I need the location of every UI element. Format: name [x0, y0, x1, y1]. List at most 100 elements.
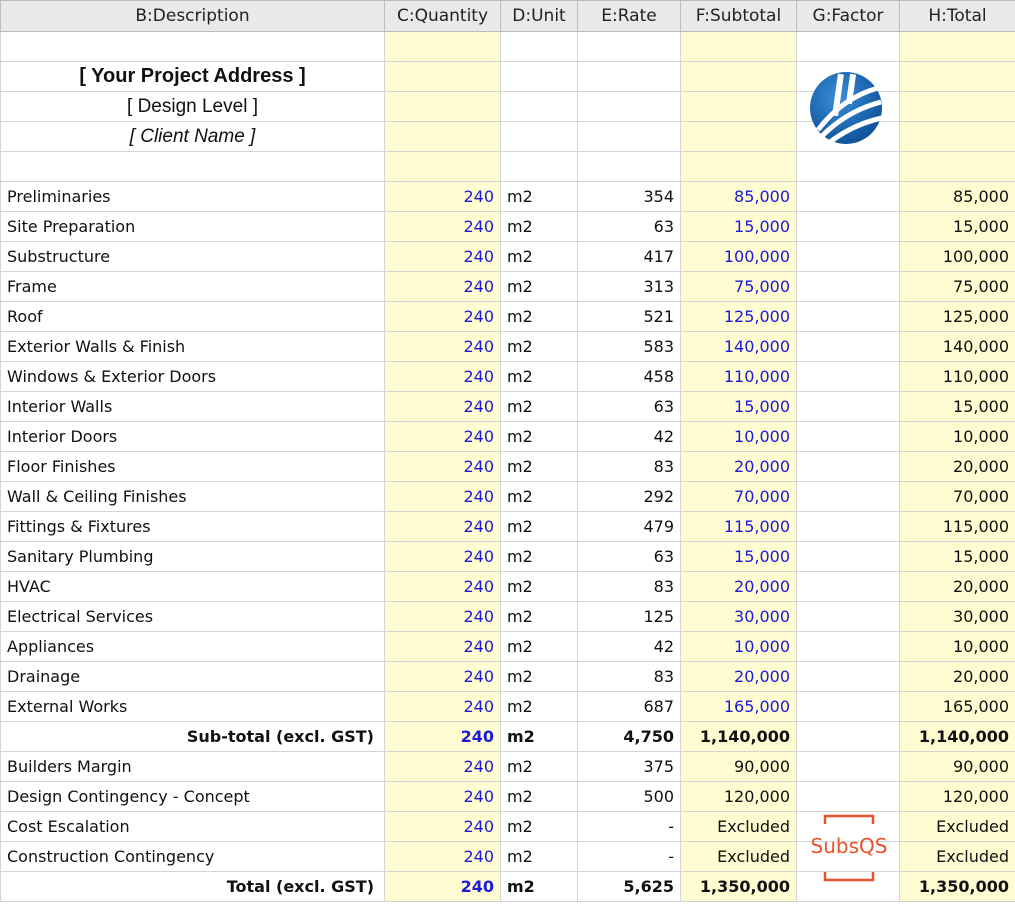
subtotal-cell[interactable]: 15,000	[680, 211, 797, 242]
column-header[interactable]: E:Rate	[577, 0, 681, 32]
quantity-cell[interactable]: 240	[384, 271, 501, 302]
quantity-cell[interactable]: 240	[384, 871, 501, 902]
quantity-cell[interactable]: 240	[384, 451, 501, 482]
cell[interactable]	[680, 31, 797, 62]
factor-cell[interactable]	[796, 481, 900, 512]
rate-cell[interactable]: 583	[577, 331, 681, 362]
rate-cell[interactable]: 83	[577, 451, 681, 482]
factor-cell[interactable]	[796, 721, 900, 752]
description-cell[interactable]: Interior Doors	[0, 421, 385, 452]
subtotal-cell[interactable]: Excluded	[680, 841, 797, 872]
rate-cell[interactable]: 42	[577, 631, 681, 662]
description-cell[interactable]: Cost Escalation	[0, 811, 385, 842]
quantity-cell[interactable]: 240	[384, 631, 501, 662]
description-cell[interactable]: Drainage	[0, 661, 385, 692]
rate-cell[interactable]: 687	[577, 691, 681, 722]
subtotal-cell[interactable]: 20,000	[680, 661, 797, 692]
unit-cell[interactable]: m2	[500, 571, 578, 602]
cell[interactable]	[899, 121, 1015, 152]
unit-cell[interactable]: m2	[500, 781, 578, 812]
cell[interactable]	[0, 151, 385, 182]
subtotal-cell[interactable]: 10,000	[680, 421, 797, 452]
factor-cell[interactable]	[796, 751, 900, 782]
subtotal-cell[interactable]: 20,000	[680, 571, 797, 602]
rate-cell[interactable]: 521	[577, 301, 681, 332]
unit-cell[interactable]: m2	[500, 451, 578, 482]
description-cell[interactable]: Exterior Walls & Finish	[0, 331, 385, 362]
total-cell[interactable]: Excluded	[899, 841, 1015, 872]
rate-cell[interactable]: 4,750	[577, 721, 681, 752]
unit-cell[interactable]: m2	[500, 631, 578, 662]
factor-cell[interactable]	[796, 871, 900, 902]
total-cell[interactable]: 20,000	[899, 661, 1015, 692]
rate-cell[interactable]: 458	[577, 361, 681, 392]
subtotal-cell[interactable]: 1,140,000	[680, 721, 797, 752]
rate-cell[interactable]: 500	[577, 781, 681, 812]
description-cell[interactable]: Interior Walls	[0, 391, 385, 422]
unit-cell[interactable]: m2	[500, 331, 578, 362]
quantity-cell[interactable]: 240	[384, 571, 501, 602]
cell[interactable]	[680, 61, 797, 92]
description-cell[interactable]: Floor Finishes	[0, 451, 385, 482]
quantity-cell[interactable]: 240	[384, 181, 501, 212]
rate-cell[interactable]: 313	[577, 271, 681, 302]
rate-cell[interactable]: 63	[577, 211, 681, 242]
description-cell[interactable]: Appliances	[0, 631, 385, 662]
subtotal-cell[interactable]: Excluded	[680, 811, 797, 842]
cell[interactable]	[796, 151, 900, 182]
unit-cell[interactable]: m2	[500, 211, 578, 242]
subtotal-cell[interactable]: 90,000	[680, 751, 797, 782]
quantity-cell[interactable]: 240	[384, 661, 501, 692]
unit-cell[interactable]: m2	[500, 871, 578, 902]
factor-cell[interactable]	[796, 541, 900, 572]
description-cell[interactable]: Frame	[0, 271, 385, 302]
cell[interactable]	[577, 91, 681, 122]
rate-cell[interactable]: 83	[577, 571, 681, 602]
subtotal-cell[interactable]: 15,000	[680, 541, 797, 572]
factor-cell[interactable]	[796, 391, 900, 422]
factor-cell[interactable]	[796, 181, 900, 212]
description-cell[interactable]: Substructure	[0, 241, 385, 272]
description-cell[interactable]: Construction Contingency	[0, 841, 385, 872]
factor-cell[interactable]	[796, 511, 900, 542]
description-cell[interactable]: Site Preparation	[0, 211, 385, 242]
subtotal-cell[interactable]: 75,000	[680, 271, 797, 302]
subtotal-cell[interactable]: 165,000	[680, 691, 797, 722]
total-cell[interactable]: 1,350,000	[899, 871, 1015, 902]
rate-cell[interactable]: 292	[577, 481, 681, 512]
rate-cell[interactable]: 125	[577, 601, 681, 632]
cell[interactable]	[500, 61, 578, 92]
rate-cell[interactable]: 5,625	[577, 871, 681, 902]
total-cell[interactable]: 90,000	[899, 751, 1015, 782]
total-cell[interactable]: 70,000	[899, 481, 1015, 512]
unit-cell[interactable]: m2	[500, 511, 578, 542]
project-address[interactable]: [ Your Project Address ]	[0, 61, 385, 92]
factor-cell[interactable]	[796, 571, 900, 602]
rate-cell[interactable]: 63	[577, 541, 681, 572]
quantity-cell[interactable]: 240	[384, 841, 501, 872]
factor-cell[interactable]	[796, 271, 900, 302]
total-cell[interactable]: 120,000	[899, 781, 1015, 812]
rate-cell[interactable]: 354	[577, 181, 681, 212]
factor-cell[interactable]	[796, 421, 900, 452]
cell[interactable]	[577, 31, 681, 62]
quantity-cell[interactable]: 240	[384, 391, 501, 422]
quantity-cell[interactable]: 240	[384, 241, 501, 272]
subtotal-cell[interactable]: 115,000	[680, 511, 797, 542]
total-cell[interactable]: 165,000	[899, 691, 1015, 722]
subtotal-cell[interactable]: 125,000	[680, 301, 797, 332]
total-cell[interactable]: Excluded	[899, 811, 1015, 842]
quantity-cell[interactable]: 240	[384, 421, 501, 452]
total-cell[interactable]: 125,000	[899, 301, 1015, 332]
unit-cell[interactable]: m2	[500, 751, 578, 782]
cell[interactable]	[0, 31, 385, 62]
rate-cell[interactable]: 63	[577, 391, 681, 422]
rate-cell[interactable]: -	[577, 841, 681, 872]
column-header[interactable]: F:Subtotal	[680, 0, 797, 32]
subtotal-cell[interactable]: 30,000	[680, 601, 797, 632]
description-cell[interactable]: Builders Margin	[0, 751, 385, 782]
total-cell[interactable]: 30,000	[899, 601, 1015, 632]
description-cell[interactable]: Electrical Services	[0, 601, 385, 632]
total-cell[interactable]: 75,000	[899, 271, 1015, 302]
description-cell[interactable]: Fittings & Fixtures	[0, 511, 385, 542]
